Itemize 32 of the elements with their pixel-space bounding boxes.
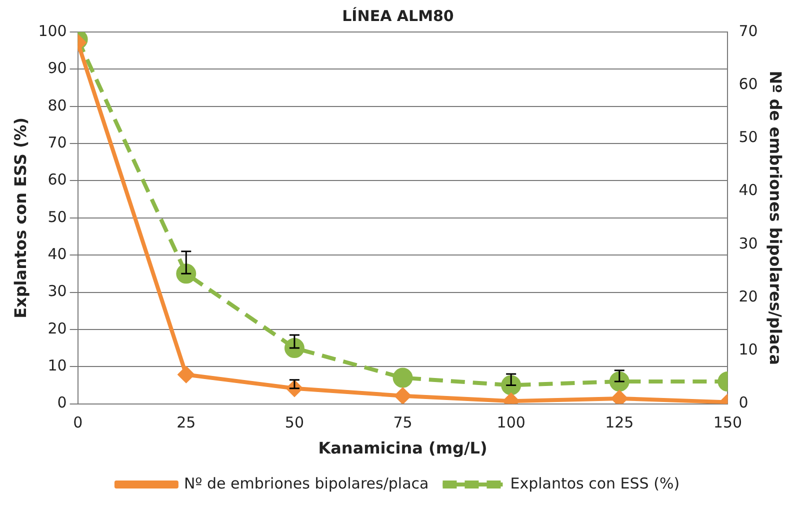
x-tick-label: 25	[176, 414, 196, 432]
x-tick-label: 150	[713, 414, 742, 432]
y2-tick-label: 30	[738, 234, 758, 252]
y-tick-label: 100	[38, 22, 67, 40]
x-axis-title: Kanamicina (mg/L)	[318, 438, 488, 458]
y-tick-label: 60	[48, 170, 67, 189]
y-tick-label: 70	[48, 133, 67, 152]
legend-label: Explantos con ESS (%)	[510, 474, 680, 492]
y-tick-label: 80	[48, 96, 67, 114]
legend-label: Nº de embriones bipolares/placa	[184, 474, 429, 492]
y2-axis-title: Nº de embriones bipolares/placa	[766, 70, 786, 366]
y-tick-label: 20	[48, 319, 67, 338]
y2-tick-label: 10	[738, 340, 758, 359]
chart-title: LÍNEA ALM80	[342, 6, 454, 25]
y-tick-label: 50	[48, 208, 67, 226]
y2-tick-label: 70	[738, 22, 758, 40]
y-axis-title: Explantos con ESS (%)	[10, 117, 30, 318]
y-tick-label: 0	[57, 394, 67, 412]
y-tick-label: 40	[48, 244, 67, 263]
y-tick-label: 10	[48, 356, 67, 375]
x-tick-label: 125	[605, 414, 634, 432]
y2-tick-label: 50	[738, 128, 758, 146]
y-tick-label: 90	[48, 59, 67, 78]
x-tick-label: 0	[73, 414, 83, 432]
x-tick-label: 50	[284, 414, 304, 432]
x-tick-label: 100	[496, 414, 526, 432]
y2-tick-label: 40	[738, 181, 758, 200]
y-tick-label: 30	[48, 282, 67, 300]
y2-tick-label: 0	[738, 394, 748, 412]
y2-tick-label: 20	[738, 287, 758, 306]
y2-tick-label: 60	[738, 75, 758, 94]
x-tick-label: 75	[393, 414, 412, 432]
